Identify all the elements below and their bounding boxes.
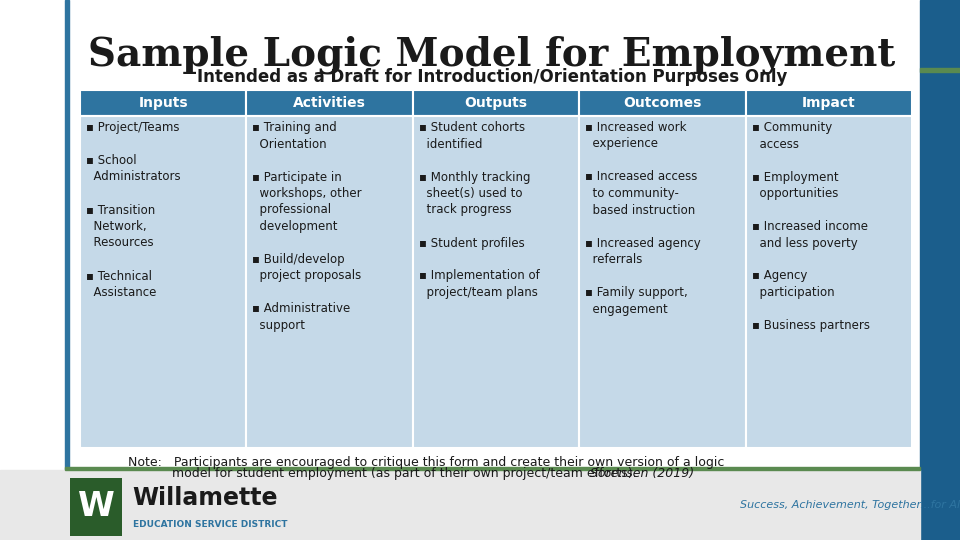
Bar <box>247 116 413 448</box>
Text: Success, Achievement, Together...for All Students: Success, Achievement, Together...for All… <box>740 500 960 510</box>
Text: ▪ Student cohorts
  identified

▪ Monthly tracking
  sheet(s) used to
  track pr: ▪ Student cohorts identified ▪ Monthly t… <box>419 121 540 299</box>
Text: W: W <box>78 490 114 523</box>
Text: EDUCATION SERVICE DISTRICT: EDUCATION SERVICE DISTRICT <box>133 520 287 529</box>
Bar <box>920 68 960 72</box>
Bar <box>579 116 746 448</box>
Bar <box>65 0 69 540</box>
Text: Sample Logic Model for Employment: Sample Logic Model for Employment <box>88 35 896 73</box>
Text: Inputs: Inputs <box>138 96 188 110</box>
Text: Intended as a Draft for Introduction/Orientation Purposes Only: Intended as a Draft for Introduction/Ori… <box>197 68 787 86</box>
Text: ▪ Training and
  Orientation

▪ Participate in
  workshops, other
  professional: ▪ Training and Orientation ▪ Participate… <box>252 121 362 332</box>
Bar <box>413 90 579 116</box>
Bar <box>247 90 413 116</box>
Bar <box>579 90 746 116</box>
Text: ▪ Community
  access

▪ Employment
  opportunities

▪ Increased income
  and les: ▪ Community access ▪ Employment opportun… <box>752 121 870 332</box>
Text: Sorensen (2019): Sorensen (2019) <box>590 467 694 480</box>
Bar <box>746 90 912 116</box>
Bar <box>413 116 579 448</box>
Text: Note:   Participants are encouraged to critique this form and create their own v: Note: Participants are encouraged to cri… <box>128 456 725 469</box>
Bar <box>65 467 920 470</box>
Bar <box>80 116 247 448</box>
Bar <box>70 478 122 536</box>
Text: Willamette: Willamette <box>132 486 277 510</box>
Text: Outputs: Outputs <box>465 96 527 110</box>
Text: Outcomes: Outcomes <box>623 96 702 110</box>
Bar <box>920 0 960 540</box>
Text: Impact: Impact <box>802 96 855 110</box>
Bar <box>0 470 920 540</box>
Text: ▪ Project/Teams

▪ School
  Administrators

▪ Transition
  Network,
  Resources
: ▪ Project/Teams ▪ School Administrators … <box>86 121 180 299</box>
Text: ▪ Increased work
  experience

▪ Increased access
  to community-
  based instru: ▪ Increased work experience ▪ Increased … <box>586 121 701 315</box>
Text: model for student employment (as part of their own project/team efforts).: model for student employment (as part of… <box>128 467 649 480</box>
Bar <box>80 90 247 116</box>
Bar <box>746 116 912 448</box>
Text: Activities: Activities <box>293 96 366 110</box>
